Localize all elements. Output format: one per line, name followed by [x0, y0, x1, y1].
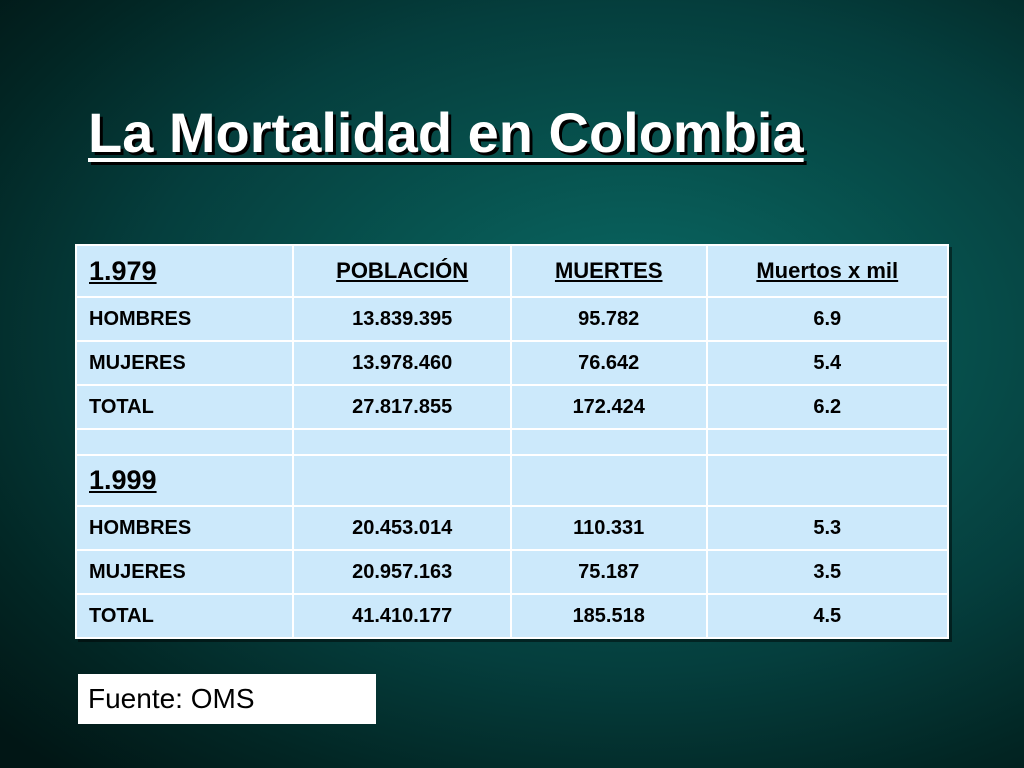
mortality-table: 1.979 POBLACIÓN MUERTES Muertos x mil HO…	[74, 244, 949, 639]
poblacion-cell: 20.453.014	[292, 505, 512, 551]
poblacion-cell: 13.839.395	[292, 296, 512, 342]
row-label: MUJERES	[74, 549, 295, 595]
empty-cell	[74, 428, 295, 456]
muertes-cell: 185.518	[509, 593, 708, 639]
row-label: TOTAL	[74, 593, 295, 639]
row-label: HOMBRES	[74, 505, 295, 551]
row-label: MUJERES	[74, 340, 295, 386]
source-label: Fuente: OMS	[78, 674, 376, 724]
year-label-1999: 1.999	[74, 454, 295, 507]
table-row: HOMBRES 20.453.014 110.331 5.3	[74, 505, 949, 551]
column-header-poblacion: POBLACIÓN	[292, 244, 512, 298]
spacer-row	[74, 428, 949, 456]
table-header-row: 1.979 POBLACIÓN MUERTES Muertos x mil	[74, 244, 949, 298]
empty-cell	[509, 428, 708, 456]
poblacion-cell: 27.817.855	[292, 384, 512, 430]
empty-cell	[292, 454, 512, 507]
poblacion-cell: 20.957.163	[292, 549, 512, 595]
poblacion-cell: 41.410.177	[292, 593, 512, 639]
row-label: HOMBRES	[74, 296, 295, 342]
poblacion-cell: 13.978.460	[292, 340, 512, 386]
column-header-muertos-x-mil: Muertos x mil	[705, 244, 949, 298]
empty-cell	[705, 428, 949, 456]
muertos-x-mil-cell: 6.9	[705, 296, 949, 342]
year-label-1979: 1.979	[74, 244, 295, 298]
muertes-cell: 76.642	[509, 340, 708, 386]
column-header-muertes: MUERTES	[509, 244, 708, 298]
table-row: TOTAL 27.817.855 172.424 6.2	[74, 384, 949, 430]
table-row: MUJERES 20.957.163 75.187 3.5	[74, 549, 949, 595]
empty-cell	[705, 454, 949, 507]
table-row: MUJERES 13.978.460 76.642 5.4	[74, 340, 949, 386]
muertes-cell: 172.424	[509, 384, 708, 430]
table-row: TOTAL 41.410.177 185.518 4.5	[74, 593, 949, 639]
year-row-1999: 1.999	[74, 454, 949, 507]
empty-cell	[292, 428, 512, 456]
muertos-x-mil-cell: 5.4	[705, 340, 949, 386]
slide-title: La Mortalidad en Colombia	[88, 101, 804, 164]
muertes-cell: 75.187	[509, 549, 708, 595]
row-label: TOTAL	[74, 384, 295, 430]
muertes-cell: 110.331	[509, 505, 708, 551]
muertes-cell: 95.782	[509, 296, 708, 342]
empty-cell	[509, 454, 708, 507]
muertos-x-mil-cell: 4.5	[705, 593, 949, 639]
muertos-x-mil-cell: 6.2	[705, 384, 949, 430]
muertos-x-mil-cell: 3.5	[705, 549, 949, 595]
muertos-x-mil-cell: 5.3	[705, 505, 949, 551]
table-row: HOMBRES 13.839.395 95.782 6.9	[74, 296, 949, 342]
